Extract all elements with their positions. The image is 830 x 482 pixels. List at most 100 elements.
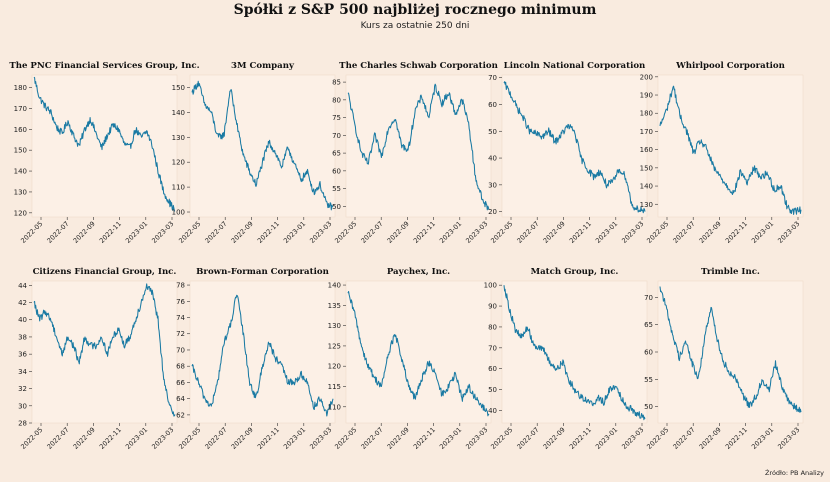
x-tick-label: 2022-09 <box>72 220 97 245</box>
x-tick-label: 2022-07 <box>671 426 696 451</box>
price-line <box>659 286 802 413</box>
chart-subtitle: Kurs za ostatnie 250 dni <box>360 21 470 31</box>
x-tick-label: 2022-11 <box>412 220 437 245</box>
plot-area <box>189 280 336 424</box>
y-tick-label: 60 <box>644 349 653 357</box>
y-tick-label: 70 <box>488 74 497 82</box>
y-tick-label: 140 <box>14 168 27 176</box>
y-tick-label: 130 <box>640 201 653 209</box>
chart-panel: The Charles Schwab Corporation 50 55 60 65 70… <box>332 61 498 245</box>
panel-title: Brown-Forman Corporation <box>196 267 329 277</box>
panel-title: Lincoln National Corporation <box>504 61 646 71</box>
x-tick-label: 2022-05 <box>333 220 358 245</box>
x-tick-label: 2022-05 <box>333 426 358 451</box>
chart-panel: Paychex, Inc. 110 115 120 125 130 135 140 2022-0… <box>328 267 492 451</box>
y-tick-label: 150 <box>640 164 653 172</box>
x-tick-label: 2022-05 <box>645 220 670 245</box>
x-tick-label: 2022-09 <box>698 220 723 245</box>
plot-area <box>189 74 336 218</box>
y-tick-label: 40 <box>488 155 497 163</box>
x-tick-label: 2022-09 <box>386 426 411 451</box>
y-tick-label: 80 <box>332 96 341 104</box>
y-tick-label: 55 <box>644 376 653 384</box>
x-tick-label: 2022-07 <box>515 220 540 245</box>
panel-title: Whirlpool Corporation <box>675 61 786 71</box>
y-tick-label: 50 <box>644 403 653 411</box>
plot-area <box>657 74 804 218</box>
y-tick-label: 180 <box>14 84 27 92</box>
x-tick-label: 2022-05 <box>19 220 44 245</box>
chart-title: Spółki z S&P 500 najbliżej rocznego mini… <box>233 2 597 18</box>
y-tick-label: 38 <box>18 333 27 341</box>
y-tick-label: 140 <box>328 282 341 290</box>
plot-area <box>31 74 178 218</box>
y-tick-label: 40 <box>488 407 497 415</box>
y-tick-label: 70 <box>332 132 341 140</box>
price-line <box>191 80 334 211</box>
plot-area <box>657 280 804 424</box>
x-tick-label: 2023-01 <box>124 220 149 245</box>
y-tick-label: 70 <box>488 344 497 352</box>
x-tick-label: 2023-01 <box>124 426 149 451</box>
x-tick-label: 2022-11 <box>256 220 281 245</box>
chart-panel: Lincoln National Corporation 20 30 40 50 60 70… <box>488 61 648 245</box>
price-line <box>347 83 490 211</box>
panel-title: Paychex, Inc. <box>387 267 450 277</box>
y-tick-label: 115 <box>328 383 341 391</box>
x-tick-label: 2023-03 <box>150 426 175 451</box>
y-tick-label: 60 <box>332 167 341 175</box>
y-tick-label: 190 <box>640 92 653 100</box>
x-tick-label: 2022-05 <box>177 426 202 451</box>
y-tick-label: 135 <box>328 302 341 310</box>
y-tick-label: 70 <box>176 346 185 354</box>
y-tick-label: 170 <box>14 105 27 113</box>
x-tick-label: 2023-03 <box>776 426 801 451</box>
y-tick-label: 42 <box>18 299 27 307</box>
y-tick-label: 36 <box>18 351 27 359</box>
x-tick-label: 2023-01 <box>594 426 619 451</box>
price-line <box>191 294 334 417</box>
chart-panel: Brown-Forman Corporation 62 64 66 68 70 72 74 76… <box>176 267 336 451</box>
x-tick-label: 2023-03 <box>776 220 801 245</box>
y-tick-label: 80 <box>488 323 497 331</box>
y-tick-label: 110 <box>328 403 341 411</box>
x-tick-label: 2023-03 <box>464 220 489 245</box>
y-tick-label: 170 <box>640 128 653 136</box>
y-tick-label: 70 <box>644 294 653 302</box>
x-tick-label: 2022-07 <box>359 426 384 451</box>
x-tick-label: 2023-01 <box>438 426 463 451</box>
y-tick-label: 62 <box>176 411 185 419</box>
x-tick-label: 2022-07 <box>671 220 696 245</box>
x-tick-label: 2022-07 <box>515 426 540 451</box>
x-tick-label: 2022-07 <box>203 220 228 245</box>
panel-title: Trimble Inc. <box>701 267 760 277</box>
price-line <box>659 85 802 215</box>
y-tick-label: 160 <box>14 126 27 134</box>
x-tick-label: 2022-05 <box>177 220 202 245</box>
x-tick-label: 2023-01 <box>750 426 775 451</box>
panel-title: The Charles Schwab Corporation <box>339 61 498 71</box>
panel-title: The PNC Financial Services Group, Inc. <box>9 61 199 71</box>
y-tick-label: 44 <box>18 282 27 290</box>
x-tick-label: 2022-11 <box>256 426 281 451</box>
plot-area <box>501 280 648 424</box>
y-tick-label: 30 <box>488 181 497 189</box>
x-tick-label: 2023-03 <box>308 426 333 451</box>
x-tick-label: 2023-03 <box>150 220 175 245</box>
y-tick-label: 40 <box>18 316 27 324</box>
y-tick-label: 130 <box>328 322 341 330</box>
x-tick-label: 2022-11 <box>568 426 593 451</box>
x-tick-label: 2023-01 <box>282 220 307 245</box>
y-tick-label: 28 <box>18 420 27 428</box>
y-tick-label: 78 <box>176 282 185 290</box>
y-tick-label: 120 <box>172 159 185 167</box>
plot-area <box>31 280 178 424</box>
x-tick-label: 2022-09 <box>698 426 723 451</box>
x-tick-label: 2022-09 <box>386 220 411 245</box>
y-tick-label: 74 <box>176 314 185 322</box>
x-tick-label: 2022-11 <box>568 220 593 245</box>
y-tick-label: 85 <box>332 79 341 87</box>
